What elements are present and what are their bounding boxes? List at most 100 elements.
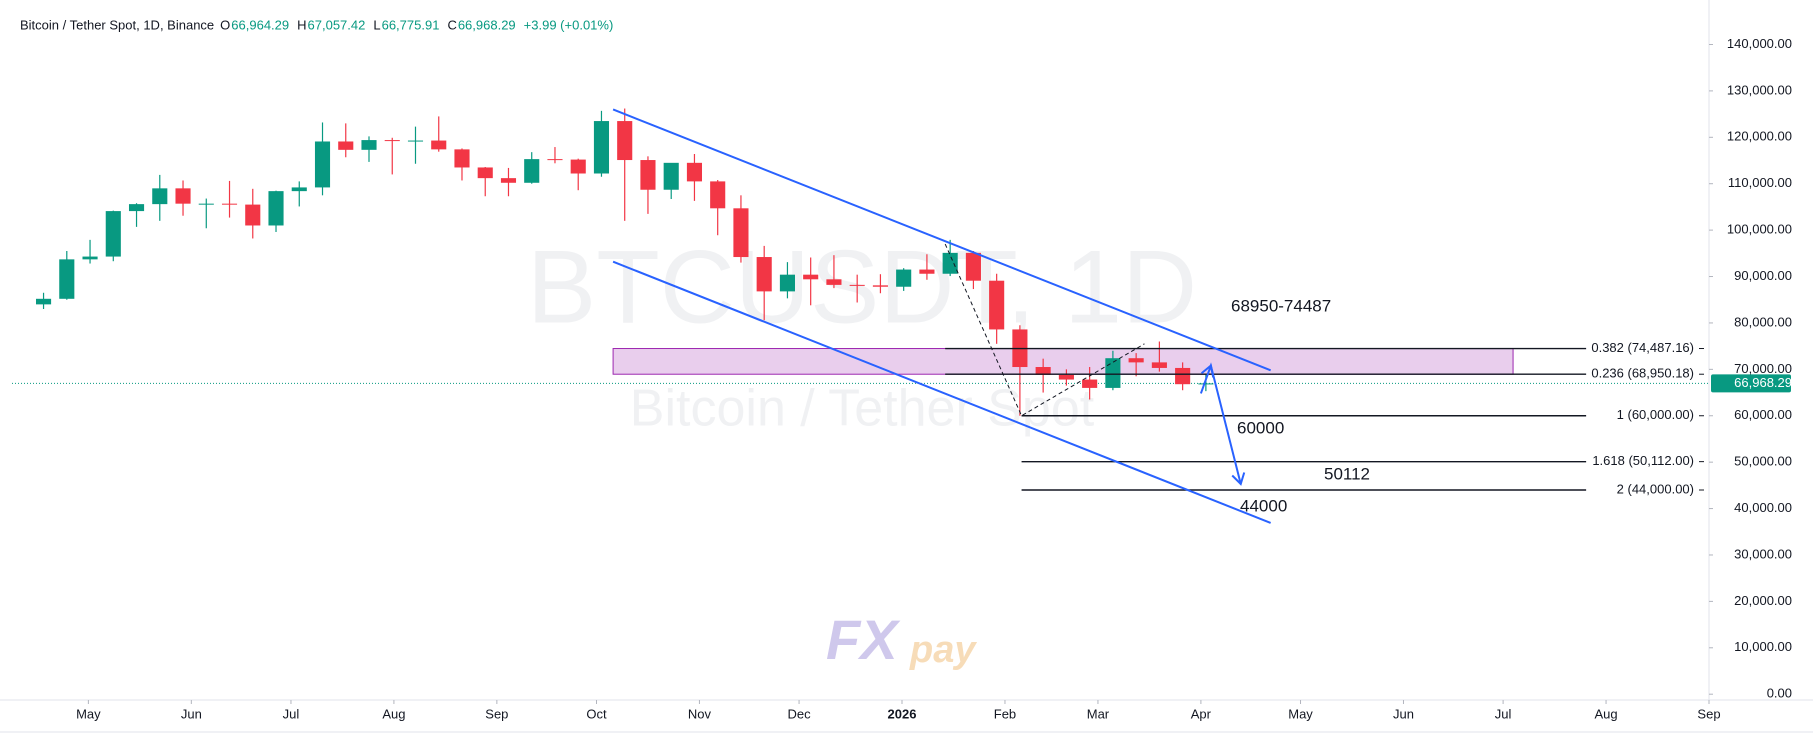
candle-body: [872, 285, 888, 287]
candle-body: [128, 204, 145, 212]
candle-body: [221, 203, 238, 205]
candle-body: [1151, 362, 1167, 368]
candle-body: [617, 121, 633, 161]
x-tick-label: Aug: [382, 706, 405, 721]
x-tick-label: Sep: [485, 706, 508, 721]
y-tick-label: 10,000.00: [1734, 639, 1792, 654]
header-change: +3.99 (+0.01%): [524, 17, 614, 32]
candle-body: [105, 211, 121, 257]
candle-body: [663, 162, 679, 190]
x-tick-label: Mar: [1087, 706, 1110, 721]
candle-body: [477, 167, 493, 179]
candle-body: [291, 187, 307, 192]
candle-body: [361, 140, 377, 150]
candle-body: [245, 204, 261, 226]
y-tick-label: 110,000.00: [1728, 175, 1792, 190]
fib-label: 2 (44,000.00): [1617, 481, 1694, 496]
candle-body: [268, 191, 284, 226]
candle-body: [1198, 383, 1214, 385]
logo-pay: pay: [909, 629, 977, 671]
y-tick-label: 30,000.00: [1734, 546, 1792, 561]
y-tick-label: 40,000.00: [1734, 500, 1792, 515]
candle-body: [152, 188, 168, 205]
y-tick-label: 60,000.00: [1734, 407, 1792, 422]
candle-body: [314, 141, 331, 188]
arrow-head: [1231, 472, 1246, 486]
candle-body: [896, 269, 912, 287]
x-tick-label: Sep: [1697, 706, 1720, 721]
watermark-subtitle: Bitcoin / Tether Spot: [630, 380, 1095, 438]
fib-label: 1 (60,000.00): [1617, 407, 1694, 422]
x-tick-label: Jul: [1495, 706, 1512, 721]
channel-line: [612, 108, 1272, 372]
candle-body: [524, 159, 540, 183]
candle-body: [198, 203, 214, 205]
header-low: 66,775.91: [382, 17, 440, 32]
zone: [612, 348, 1514, 375]
header-close-label: C: [447, 17, 456, 32]
annotation: 44000: [1240, 496, 1287, 515]
x-tick-label: Apr: [1191, 706, 1212, 721]
candle-body: [942, 252, 958, 274]
x-tick-label: Nov: [688, 706, 712, 721]
candle-body: [965, 252, 981, 281]
candle-body: [547, 159, 563, 161]
y-tick-label: 140,000.00: [1727, 36, 1792, 51]
candle-body: [1128, 358, 1144, 363]
candle-body: [1105, 358, 1121, 388]
y-tick-label: 20,000.00: [1734, 593, 1792, 608]
x-tick-label: Aug: [1594, 706, 1617, 721]
x-tick-label: May: [1288, 706, 1313, 721]
x-tick-label: 2026: [888, 706, 917, 721]
candle-body: [1175, 367, 1191, 385]
y-tick-label: 120,000.00: [1727, 129, 1792, 144]
candle-body: [431, 140, 447, 150]
candle-body: [779, 274, 795, 292]
candle-body: [500, 178, 517, 183]
last-price-label: 66,968.29: [1734, 375, 1792, 390]
y-tick-label: 130,000.00: [1727, 82, 1792, 97]
x-tick-label: Dec: [788, 706, 812, 721]
candle-body: [989, 280, 1005, 330]
candle-body: [849, 284, 865, 286]
logo-fx: FX: [826, 608, 901, 671]
candle-body: [175, 188, 191, 204]
symbol-title: Bitcoin / Tether Spot, 1D, Binance: [20, 17, 214, 32]
y-tick-label: 70,000.00: [1734, 361, 1792, 376]
last-price-tag: [1711, 374, 1791, 393]
candle-body: [1035, 367, 1051, 375]
candle-body: [686, 162, 703, 182]
y-tick-label: 50,000.00: [1734, 454, 1792, 469]
candle-body: [593, 121, 610, 174]
x-tick-label: Jun: [181, 706, 202, 721]
candle-body: [919, 269, 935, 274]
candle-body: [338, 141, 354, 150]
fib-label: 1.618 (50,112.00): [1592, 453, 1694, 468]
candle-body: [1082, 379, 1098, 388]
candle-body: [710, 181, 726, 209]
x-tick-label: Jun: [1393, 706, 1414, 721]
x-tick-label: Jul: [283, 706, 300, 721]
header-close: 66,968.29: [458, 17, 516, 32]
header-low-label: L: [373, 17, 380, 32]
x-tick-label: Feb: [994, 706, 1016, 721]
candle-body: [640, 160, 656, 190]
y-tick-label: 80,000.00: [1734, 314, 1792, 329]
watermark: BTCUSDT, 1D: [527, 229, 1197, 345]
candle-body: [733, 208, 749, 258]
x-tick-label: May: [76, 706, 101, 721]
annotation: 50112: [1324, 464, 1370, 483]
annotation: 60000: [1237, 418, 1284, 437]
fib-label: 0.382 (74,487.16): [1591, 340, 1694, 355]
candle-body: [454, 149, 470, 168]
candle-body: [826, 279, 842, 285]
swing-line: [944, 243, 1145, 417]
y-tick-label: 0.00: [1767, 686, 1792, 701]
header-open: 66,964.29: [231, 17, 289, 32]
candle-body: [59, 259, 75, 299]
annotation: 68950-74487: [1231, 296, 1331, 315]
header-open-label: O: [220, 17, 230, 32]
candle-body: [82, 256, 98, 260]
channel-line: [612, 260, 1272, 524]
